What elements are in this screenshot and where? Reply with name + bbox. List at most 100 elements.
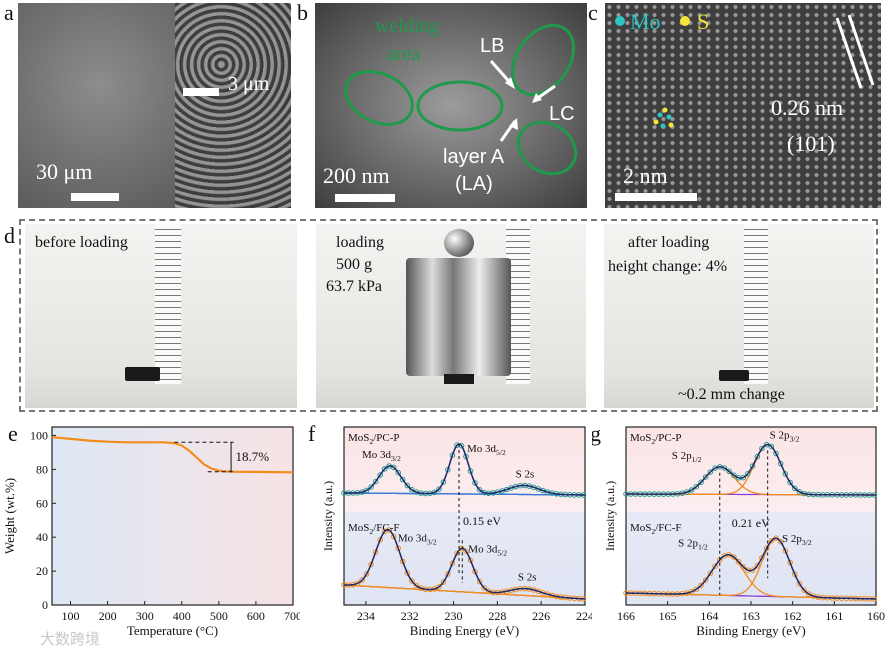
scale-label-main: 30 μm [36, 159, 93, 184]
data-point [702, 474, 709, 480]
label-s12-top: S 2p1/2 [672, 450, 702, 464]
weight-body [406, 258, 511, 376]
sample-block [444, 374, 474, 384]
data-point [782, 471, 789, 477]
data-point [796, 489, 803, 495]
data-point [463, 548, 469, 554]
data-point [749, 463, 756, 469]
mm-change-label: ~0.2 mm change [678, 386, 785, 403]
s-legend-label: S [697, 9, 710, 34]
label-mo52-top: Mo 3d5/2 [467, 443, 506, 457]
lb-label: LB [480, 35, 505, 57]
annotation-label: 18.7% [236, 449, 270, 464]
data-point [472, 480, 478, 486]
loading-label: loading [336, 234, 384, 251]
data-point [745, 470, 751, 477]
x-axis-label: Binding Energy (eV) [696, 623, 806, 638]
data-point [449, 560, 456, 567]
y-tick-label: 20 [36, 564, 48, 578]
atom-s [668, 122, 674, 128]
photo-loading: loading 500 g 63.7 kPa [316, 224, 586, 408]
label-top-sample: MoS2/PC-P [348, 432, 400, 446]
x-tick-label: 228 [488, 609, 506, 623]
panel-letter-c: c [588, 0, 598, 25]
x-tick-label: 400 [173, 609, 191, 623]
watermark: 大数跨境 [40, 630, 101, 648]
label-bottom-sample: MoS2/FC-F [348, 522, 400, 536]
atom-mo [660, 123, 666, 129]
x-tick-label: 500 [210, 609, 228, 623]
data-point [481, 585, 487, 591]
chart-xps-mo: 234 232 230 228 226 224 Binding Energy (eV) Int… [308, 421, 592, 638]
data-point [440, 579, 447, 585]
weight-knob [444, 229, 474, 257]
x-tick-label: 164 [700, 609, 718, 623]
panel-letter-f: f [308, 421, 316, 446]
plane-label: (101) [787, 131, 835, 156]
y-tick-label: 100 [30, 428, 48, 442]
y-tick-label: 0 [42, 598, 48, 612]
ruler [155, 224, 181, 384]
atom-s [662, 107, 668, 113]
y-axis-label: Intensity (a.u.) [603, 481, 617, 551]
x-tick-label: 600 [247, 609, 265, 623]
data-point [759, 445, 765, 452]
data-point [787, 479, 793, 486]
x-tick-label: 700 [284, 609, 300, 623]
x-tick-label: 234 [357, 609, 375, 623]
data-point [390, 533, 397, 540]
atom-mo [657, 112, 663, 118]
tem-image-c: Mo S 0.26 nm (101) 2 nm [605, 3, 881, 208]
height-change-label: height change: 4% [608, 258, 728, 275]
y-axis-label: Intensity (a.u.) [321, 481, 335, 551]
data-point [404, 570, 411, 576]
x-tick-label: 300 [136, 609, 154, 623]
data-point [688, 588, 695, 595]
x-tick-label: 100 [62, 609, 80, 623]
data-point [445, 571, 451, 577]
data-point [381, 466, 388, 472]
atom-mo [666, 114, 672, 120]
data-point [354, 580, 361, 587]
data-point [759, 555, 765, 561]
panel-letter-b: b [297, 0, 308, 25]
photo-before-loading: before loading [25, 224, 297, 408]
data-point [796, 580, 803, 587]
data-point [359, 577, 365, 583]
x-tick-label: 162 [784, 609, 802, 623]
data-point [409, 578, 415, 584]
label-top-sample: MoS2/PC-P [630, 432, 682, 446]
data-point [740, 563, 746, 570]
data-point [436, 584, 442, 590]
fit-envelope [343, 528, 586, 600]
scale-bar-c [615, 193, 697, 201]
data-point [773, 450, 779, 457]
data-point [372, 549, 379, 555]
spacing-label: 0.26 nm [771, 95, 844, 120]
label-mo32-bottom: Mo 3d3/2 [398, 533, 437, 547]
label-shift: 0.15 eV [463, 514, 501, 528]
mo-legend-dot [615, 16, 625, 26]
x-tick-label: 163 [742, 609, 760, 623]
data-point [440, 479, 447, 485]
panel-letter-g: g [592, 421, 601, 446]
y-tick-label: 40 [36, 530, 48, 544]
sample-block [719, 370, 749, 381]
data-point [792, 571, 798, 577]
arrowhead-lc [532, 93, 542, 103]
data-point [707, 570, 714, 577]
label-s12-bottom: S 2p1/2 [678, 538, 708, 552]
x-axis-label: Binding Energy (eV) [410, 623, 520, 638]
panel-letter-e: e [8, 421, 18, 446]
data-point [377, 536, 383, 543]
data-point [413, 582, 420, 589]
pressure-label: 63.7 kPa [326, 278, 382, 295]
x-tick-label: 165 [659, 609, 677, 623]
plot-area [51, 426, 294, 606]
y-axis-label: Weight (wt.%) [2, 478, 17, 554]
scale-label-b: 200 nm [323, 163, 390, 188]
welding-label-1: welding [375, 15, 440, 37]
data-point [395, 469, 401, 476]
arrowhead-lb [505, 77, 515, 89]
label-s32-top: S 2p3/2 [770, 429, 800, 443]
